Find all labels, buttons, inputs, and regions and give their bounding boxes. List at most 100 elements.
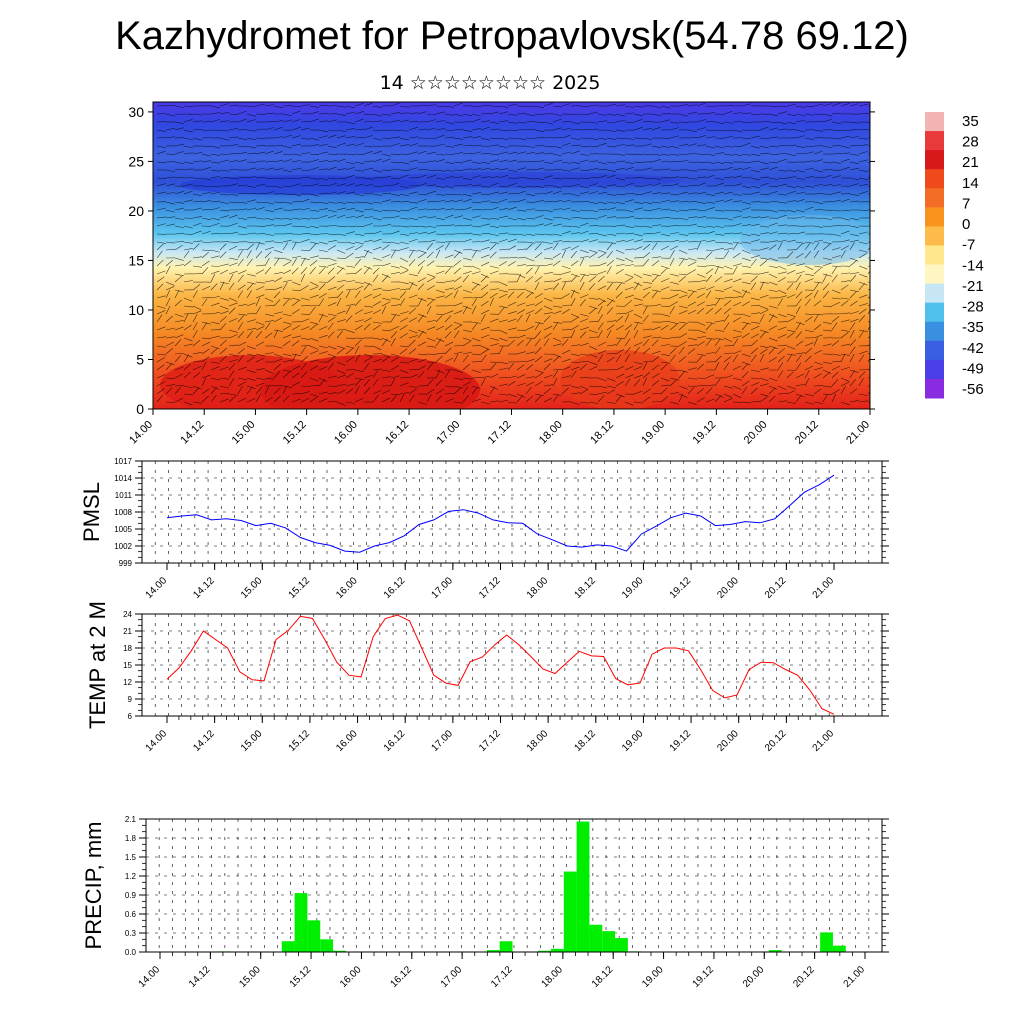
- wind-barb: [858, 151, 868, 155]
- wind-barb: [453, 369, 463, 373]
- wind-barb: [435, 169, 445, 172]
- wind-barb: [831, 360, 841, 363]
- wind-barb: [264, 104, 274, 107]
- wind-barb: [390, 375, 400, 379]
- wind-barb: [300, 198, 310, 203]
- wind-barb: [201, 348, 210, 355]
- wind-barb: [660, 137, 671, 139]
- x-tick-label: 14.00: [144, 575, 170, 601]
- wind-barb: [336, 361, 346, 366]
- wind-barb: [480, 254, 490, 259]
- wind-barb: [462, 217, 472, 221]
- wind-barb: [498, 281, 508, 286]
- wind-barb: [822, 385, 832, 388]
- wind-barb: [624, 286, 634, 291]
- wind-barb: [165, 305, 171, 315]
- wind-barb: [804, 145, 814, 148]
- wind-barb: [435, 295, 445, 299]
- wind-barb: [291, 135, 301, 139]
- wind-barb: [624, 313, 630, 323]
- wind-barb: [453, 351, 463, 355]
- wind-barb: [372, 193, 382, 196]
- wind-barb: [327, 177, 337, 180]
- wind-barb: [597, 391, 607, 395]
- wind-barb: [669, 176, 679, 179]
- wind-barb: [381, 337, 391, 343]
- wind-barb: [777, 214, 787, 219]
- wind-barb: [624, 199, 634, 203]
- wind-barb: [480, 375, 490, 379]
- wind-barb: [768, 145, 778, 148]
- wind-barb: [399, 317, 409, 323]
- wind-barb: [804, 393, 814, 397]
- wind-barb: [228, 282, 235, 291]
- wind-barb: [687, 367, 697, 371]
- wind-barb: [867, 309, 870, 315]
- wind-barb: [831, 353, 841, 356]
- wind-barb: [183, 161, 193, 164]
- wind-barb: [210, 119, 220, 123]
- colorbar-label: -7: [962, 237, 975, 254]
- wind-barb: [507, 103, 517, 107]
- wind-barb: [561, 271, 571, 275]
- wind-barb: [282, 261, 291, 267]
- wind-barb: [309, 153, 319, 155]
- wind-barb: [741, 121, 751, 124]
- wind-barb: [183, 343, 193, 347]
- wind-barb: [804, 137, 814, 140]
- wind-barb: [345, 401, 355, 404]
- wind-barb: [264, 377, 274, 380]
- wind-barb: [219, 193, 229, 196]
- wind-barb: [219, 366, 229, 371]
- wind-barb: [309, 118, 319, 123]
- wind-barb: [777, 224, 787, 227]
- wind-barb: [309, 266, 317, 275]
- wind-barb: [174, 244, 183, 251]
- wind-barb: [633, 193, 643, 196]
- wind-barb: [417, 358, 427, 363]
- wind-barb: [327, 233, 337, 236]
- wind-barb: [498, 191, 508, 195]
- wind-barb: [417, 111, 427, 115]
- wind-barb: [444, 331, 452, 339]
- wind-barb: [669, 379, 677, 387]
- wind-barb: [435, 315, 443, 323]
- wind-barb: [489, 191, 499, 195]
- wind-barb: [858, 253, 867, 259]
- wind-barb: [453, 267, 461, 275]
- wind-barb: [435, 379, 443, 387]
- wind-barb: [489, 144, 499, 147]
- plot-frame: [141, 613, 883, 717]
- wind-barb: [282, 185, 292, 188]
- wind-barb: [867, 201, 870, 203]
- wind-barb: [786, 332, 795, 339]
- wind-barb: [597, 113, 607, 116]
- colorbar-swatch: [925, 321, 944, 342]
- wind-barb: [228, 302, 238, 307]
- wind-barb: [678, 341, 687, 347]
- wind-barb: [624, 137, 634, 140]
- wind-barb: [642, 167, 652, 171]
- wind-barb: [579, 129, 590, 131]
- y-tick-label: 15: [128, 252, 144, 268]
- wind-barb: [165, 241, 175, 244]
- wind-barb: [840, 353, 846, 363]
- wind-barb: [840, 230, 850, 235]
- wind-barb: [714, 257, 724, 259]
- wind-barb: [642, 137, 652, 140]
- wind-barb: [165, 363, 173, 371]
- wind-barb: [354, 377, 364, 381]
- wind-barb: [183, 280, 193, 283]
- wind-barb: [435, 245, 444, 251]
- wind-barb: [822, 369, 832, 374]
- wind-barb: [597, 208, 607, 211]
- wind-barb: [813, 225, 823, 228]
- wind-barb: [489, 337, 499, 341]
- wind-barb: [570, 316, 579, 323]
- wind-barb: [525, 291, 534, 299]
- wind-barb: [759, 260, 768, 267]
- wind-barb: [660, 241, 670, 243]
- wind-barb: [453, 233, 463, 235]
- wind-barb: [237, 377, 247, 381]
- wind-barb: [426, 239, 436, 243]
